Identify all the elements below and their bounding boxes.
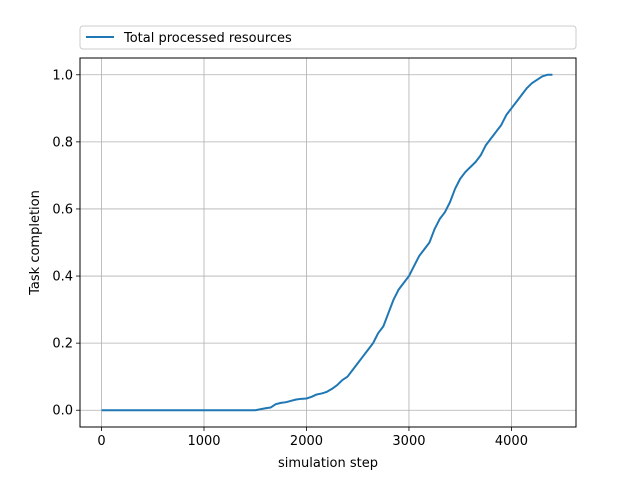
- y-tick-label: 0.6: [52, 202, 73, 217]
- x-tick-label: 2000: [290, 434, 323, 449]
- x-axis: 0 1000 2000 3000 4000: [97, 427, 528, 449]
- x-axis-label: simulation step: [278, 456, 378, 471]
- grid-lines: [80, 58, 576, 427]
- y-tick-label: 1.0: [52, 68, 73, 83]
- y-tick-label: 0.8: [52, 135, 73, 150]
- legend: Total processed resources: [79, 25, 577, 50]
- y-axis: 0.0 0.2 0.4 0.6 0.8 1.0: [52, 68, 80, 419]
- y-axis-label: Task completion: [28, 190, 43, 296]
- x-tick-label: 4000: [495, 434, 528, 449]
- series-layer: [101, 73, 553, 412]
- plot-area-frame: [79, 57, 577, 428]
- legend-box: [79, 25, 577, 50]
- x-tick-label: 0: [97, 434, 105, 449]
- y-tick-label: 0.0: [52, 404, 73, 419]
- y-tick-label: 0.2: [52, 337, 73, 352]
- x-tick-label: 3000: [392, 434, 425, 449]
- y-tick-label: 0.4: [52, 270, 73, 285]
- x-tick-label: 1000: [187, 434, 220, 449]
- legend-label: Total processed resources: [123, 31, 292, 46]
- series-line: [101, 73, 553, 412]
